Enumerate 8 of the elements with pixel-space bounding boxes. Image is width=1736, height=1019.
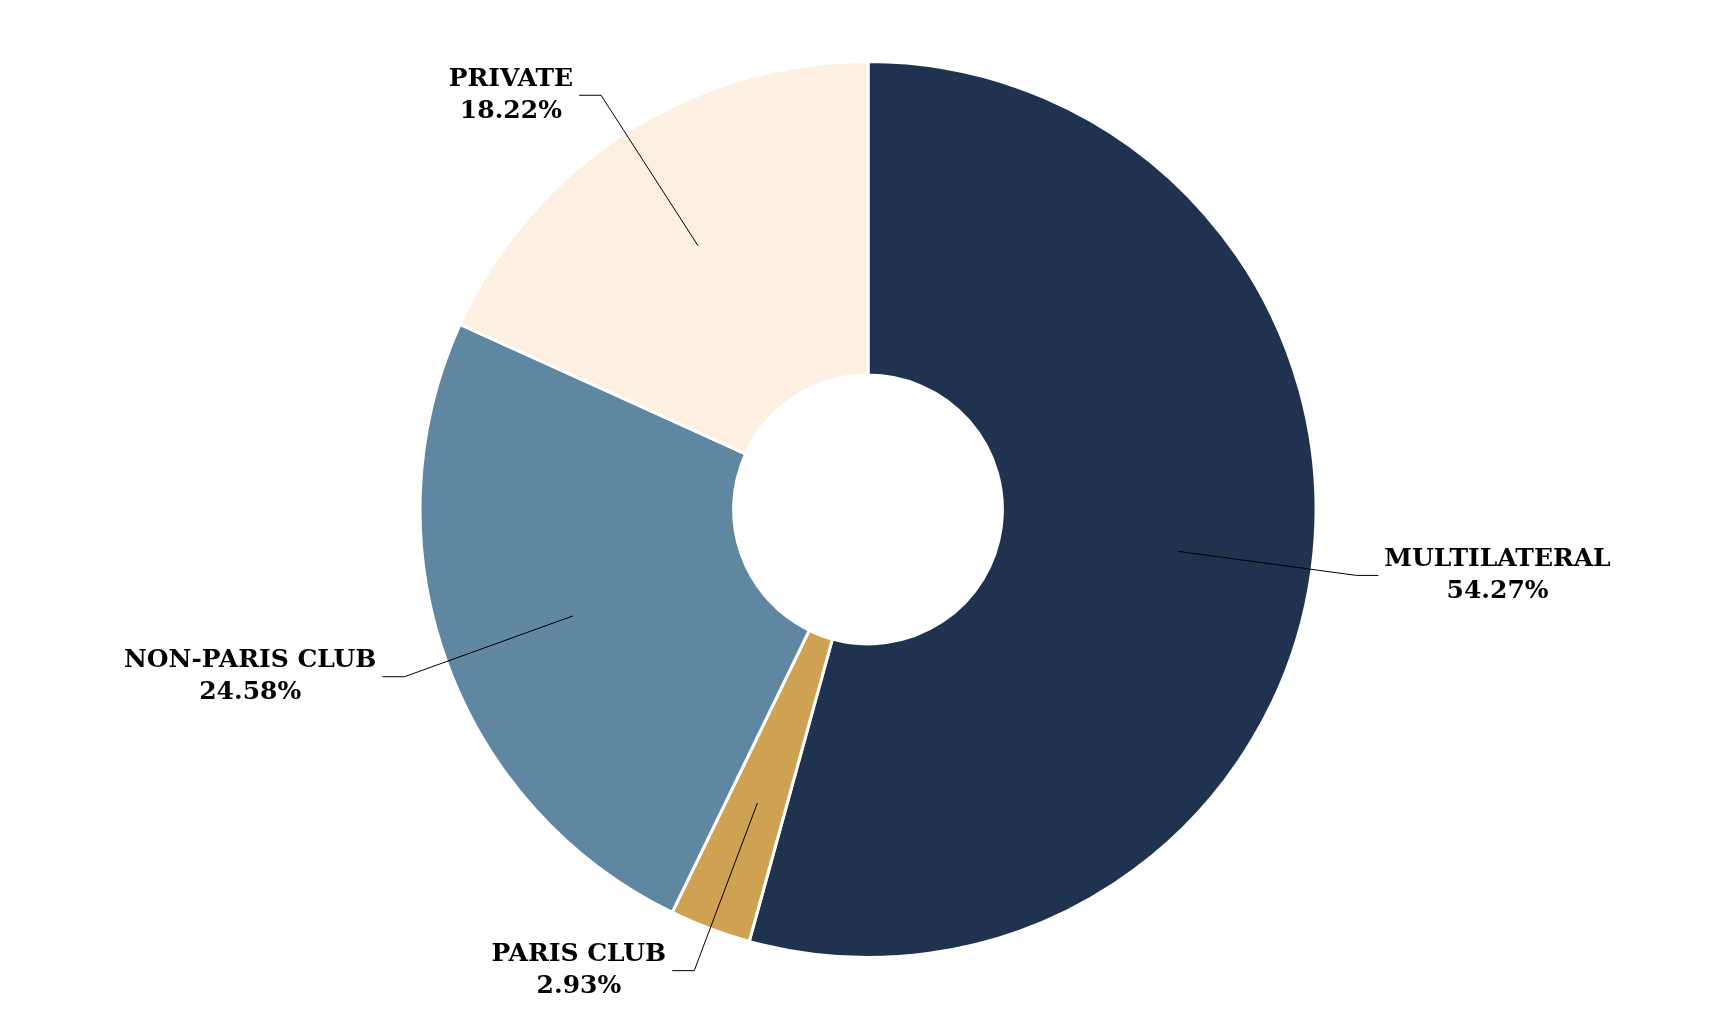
slice-label: PARIS CLUB (491, 938, 667, 968)
data-label: 2.93% (536, 970, 622, 1000)
data-label: 54.27% (1446, 574, 1549, 604)
data-label: 24.58% (199, 676, 302, 706)
slice-label: NON-PARIS CLUB (123, 644, 377, 674)
data-label: 18.22% (459, 94, 563, 124)
slice-label: PRIVATE (448, 62, 574, 92)
slice-label: MULTILATERAL (1384, 542, 1612, 572)
